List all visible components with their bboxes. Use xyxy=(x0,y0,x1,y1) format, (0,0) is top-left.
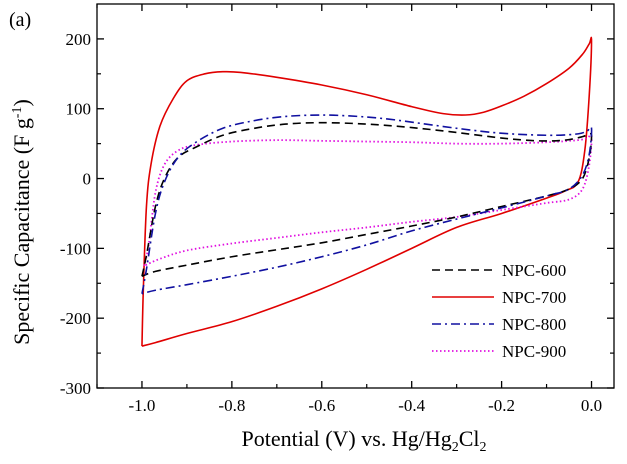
panel-label: (a) xyxy=(9,9,31,31)
y-tick-label: -300 xyxy=(60,379,91,398)
y-tick-label: -100 xyxy=(60,239,91,258)
y-tick-label: 200 xyxy=(66,30,92,49)
x-tick-labels: -1.0 -0.8 -0.6 -0.4 -0.2 0.0 xyxy=(128,396,602,415)
plot-frame xyxy=(96,3,615,389)
legend-label-npc-600: NPC-600 xyxy=(502,261,566,280)
x-tick-label: -0.4 xyxy=(398,396,425,415)
y-tick-label: 100 xyxy=(66,100,92,119)
x-axis-title: Potential (V) vs. Hg/Hg2Cl2 xyxy=(242,426,487,455)
y-axis-title: Specific Capacitance (F g-1) xyxy=(9,99,34,345)
legend-label-npc-800: NPC-800 xyxy=(502,315,566,334)
x-tick-label: -1.0 xyxy=(128,396,155,415)
x-tick-label: -0.8 xyxy=(218,396,245,415)
series-line-npc-600 xyxy=(141,121,593,278)
axis-ticks xyxy=(96,4,614,389)
y-tick-label: -200 xyxy=(60,309,91,328)
legend-label-npc-700: NPC-700 xyxy=(502,288,566,307)
x-tick-label: -0.6 xyxy=(308,396,335,415)
series-line-npc-900 xyxy=(143,134,593,267)
y-tick-label: 0 xyxy=(83,170,92,189)
legend-label-npc-900: NPC-900 xyxy=(502,342,566,361)
x-tick-label: 0.0 xyxy=(581,396,602,415)
series-curves xyxy=(141,36,593,347)
x-tick-label: -0.2 xyxy=(488,396,515,415)
series-line-npc-700 xyxy=(141,36,593,347)
y-tick-labels: -300 -200 -100 0 100 200 xyxy=(60,30,91,398)
legend: NPC-600 NPC-700 NPC-800 NPC-900 xyxy=(432,261,566,361)
